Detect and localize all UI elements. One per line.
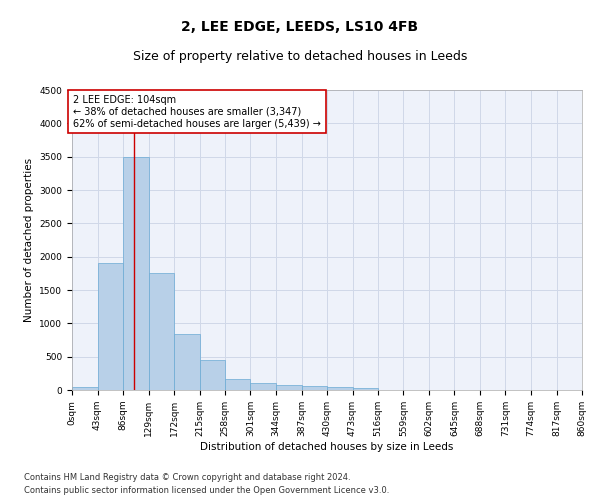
Text: 2 LEE EDGE: 104sqm
← 38% of detached houses are smaller (3,347)
62% of semi-deta: 2 LEE EDGE: 104sqm ← 38% of detached hou… xyxy=(73,96,321,128)
Bar xyxy=(149,274,174,390)
Bar xyxy=(174,334,199,390)
Bar xyxy=(72,388,97,390)
Bar xyxy=(251,384,276,390)
Bar xyxy=(199,360,225,390)
Text: Size of property relative to detached houses in Leeds: Size of property relative to detached ho… xyxy=(133,50,467,63)
Y-axis label: Number of detached properties: Number of detached properties xyxy=(24,158,34,322)
Text: Contains public sector information licensed under the Open Government Licence v3: Contains public sector information licen… xyxy=(24,486,389,495)
Bar xyxy=(302,386,327,390)
Bar xyxy=(327,388,353,390)
Text: Contains HM Land Registry data © Crown copyright and database right 2024.: Contains HM Land Registry data © Crown c… xyxy=(24,474,350,482)
Bar xyxy=(123,156,149,390)
Bar xyxy=(97,264,123,390)
X-axis label: Distribution of detached houses by size in Leeds: Distribution of detached houses by size … xyxy=(200,442,454,452)
Bar xyxy=(353,388,378,390)
Bar xyxy=(276,386,302,390)
Bar xyxy=(225,380,251,390)
Text: 2, LEE EDGE, LEEDS, LS10 4FB: 2, LEE EDGE, LEEDS, LS10 4FB xyxy=(181,20,419,34)
